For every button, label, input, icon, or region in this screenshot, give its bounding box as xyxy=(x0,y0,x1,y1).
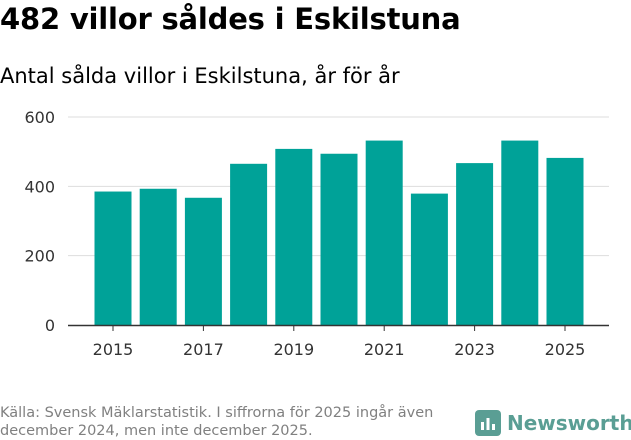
x-tick-label: 2017 xyxy=(183,340,224,359)
y-tick-label: 0 xyxy=(45,316,55,335)
bar-2025 xyxy=(546,157,584,325)
y-tick-label: 600 xyxy=(24,108,55,127)
x-tick-label: 2021 xyxy=(364,340,405,359)
bar-2019 xyxy=(275,148,313,325)
chart-subtitle: Antal sålda villor i Eskilstuna, år för … xyxy=(0,64,400,88)
bar-2017 xyxy=(184,197,222,325)
bar-2024 xyxy=(501,140,539,325)
bar-2020 xyxy=(320,153,358,325)
x-tick-label: 2019 xyxy=(273,340,314,359)
bar-chart: 0 200 400 600 2015 2017 2019 2021 2023 2025 xyxy=(24,108,609,359)
bar-2018 xyxy=(230,163,268,325)
source-note: Källa: Svensk Mäklarstatistik. I siffror… xyxy=(0,405,434,439)
x-tick-label: 2025 xyxy=(545,340,586,359)
x-tick-label: 2023 xyxy=(454,340,495,359)
newsworthy-logo: Newsworthy xyxy=(475,408,631,438)
bar-2016 xyxy=(139,188,177,325)
chart-title: 482 villor såldes i Eskilstuna xyxy=(0,2,461,36)
bar-2023 xyxy=(456,163,494,325)
bar-2022 xyxy=(410,193,448,325)
brand-name: Newsworthy xyxy=(507,411,631,435)
y-tick-label: 200 xyxy=(24,247,55,266)
y-tick-label: 400 xyxy=(24,177,55,196)
bar-chart-logo-icon xyxy=(475,410,501,436)
bar-2021 xyxy=(365,140,403,325)
bar-2015 xyxy=(94,191,132,325)
x-tick-label: 2015 xyxy=(93,340,134,359)
